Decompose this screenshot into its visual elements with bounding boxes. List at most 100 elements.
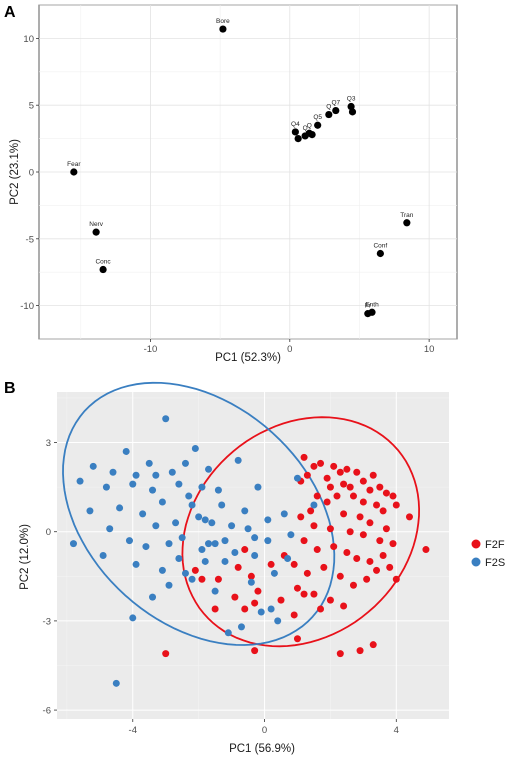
data-point (376, 249, 384, 258)
data-point-f2f (330, 543, 338, 551)
data-point-f2s (247, 578, 255, 586)
data-point-f2f (323, 474, 331, 482)
data-point (294, 135, 302, 143)
data-point-f2s (122, 447, 130, 455)
data-point-f2f (330, 462, 338, 470)
data-point (308, 130, 316, 139)
data-point-f2f (234, 563, 242, 571)
point-label: Conf (373, 242, 387, 249)
data-point-f2f (326, 596, 334, 604)
data-point-f2f (336, 572, 344, 580)
data-point-f2f (369, 471, 377, 479)
data-point (70, 168, 78, 176)
x-tick-label: 4 (394, 725, 399, 736)
data-point-f2f (293, 584, 301, 592)
data-point-f2f (376, 483, 384, 491)
data-point-f2s (231, 549, 239, 557)
data-point-f2s (214, 486, 222, 494)
y-tick-label: 0 (29, 168, 34, 179)
data-point-f2s (142, 543, 150, 551)
data-point-f2f (313, 492, 321, 500)
data-point-f2f (353, 554, 361, 562)
data-point-f2f (389, 492, 397, 500)
data-point-f2f (336, 650, 344, 658)
data-point-f2s (69, 540, 77, 548)
data-point-f2f (293, 635, 301, 643)
data-point-f2s (198, 483, 206, 491)
y-tick-label: 3 (46, 438, 51, 449)
panel-a-grid (39, 4, 457, 340)
data-point-f2s (99, 552, 107, 559)
data-point-f2f (343, 549, 351, 557)
data-point-f2f (231, 593, 239, 601)
data-point-f2f (359, 531, 367, 539)
data-point-f2f (300, 453, 308, 461)
data-point (348, 108, 357, 116)
data-point-f2s (185, 492, 193, 500)
data-point-f2f (241, 605, 249, 613)
data-point-f2s (152, 522, 160, 530)
data-point-f2s (198, 546, 206, 554)
data-point (403, 219, 411, 227)
data-point-f2f (369, 641, 377, 649)
data-point-f2s (162, 415, 170, 423)
data-point-f2f (366, 519, 374, 527)
data-point-f2s (188, 501, 196, 509)
data-point-f2s (188, 575, 196, 583)
data-point-f2s (112, 679, 120, 687)
data-point-f2s (287, 531, 295, 539)
y-tick-label: -3 (43, 616, 51, 627)
data-point-f2f (303, 569, 311, 577)
panel-a-letter: A (4, 4, 16, 21)
data-point-f2f (211, 605, 219, 613)
legend-label-f2f: F2F (485, 539, 505, 551)
data-point-f2f (392, 501, 400, 509)
data-point-f2f (379, 552, 387, 559)
data-point-f2f (290, 560, 298, 568)
data-point-f2f (267, 560, 275, 568)
point-label: Tran (400, 212, 414, 219)
data-point-f2s (109, 468, 117, 476)
data-point-f2s (251, 534, 259, 542)
data-point-f2f (310, 522, 318, 530)
data-point-f2s (129, 614, 137, 622)
data-point-f2f (405, 513, 413, 521)
data-point-f2s (228, 522, 236, 530)
data-point-f2s (149, 593, 157, 601)
data-point-f2f (366, 486, 374, 494)
data-point-f2f (254, 587, 262, 595)
panel-b-chart: -4 0 4 -6 -3 0 3 (43, 381, 449, 736)
data-point-f2s (172, 519, 180, 527)
data-point-f2s (221, 537, 229, 545)
panel-a-x-axis-title: PC1 (52.3%) (215, 352, 281, 364)
data-point-f2s (149, 486, 157, 494)
data-point-f2s (267, 605, 275, 613)
data-point-f2s (76, 477, 84, 485)
data-point-f2s (244, 525, 252, 533)
data-point-f2s (270, 569, 278, 577)
data-point-f2s (218, 501, 226, 509)
data-point (99, 265, 107, 274)
data-point-f2f (214, 575, 222, 583)
data-point-f2s (175, 554, 183, 562)
y-tick-label: 10 (23, 34, 34, 45)
point-label: Q (303, 125, 308, 132)
x-tick-label: 0 (262, 725, 267, 736)
data-point-f2f (277, 596, 285, 604)
data-point (325, 110, 333, 119)
data-point-f2s (145, 459, 153, 467)
y-tick-label: -10 (20, 301, 34, 312)
data-point-f2f (333, 492, 341, 500)
x-tick-label: -4 (129, 725, 137, 736)
data-point-f2f (290, 611, 298, 619)
data-point-f2s (139, 510, 147, 518)
data-point-f2f (366, 557, 374, 565)
data-point-f2f (303, 471, 311, 479)
data-point-f2f (320, 563, 328, 571)
data-point-f2s (175, 480, 183, 488)
data-point-f2s (310, 501, 318, 509)
data-point-f2f (317, 605, 325, 613)
data-point-f2s (89, 462, 97, 470)
